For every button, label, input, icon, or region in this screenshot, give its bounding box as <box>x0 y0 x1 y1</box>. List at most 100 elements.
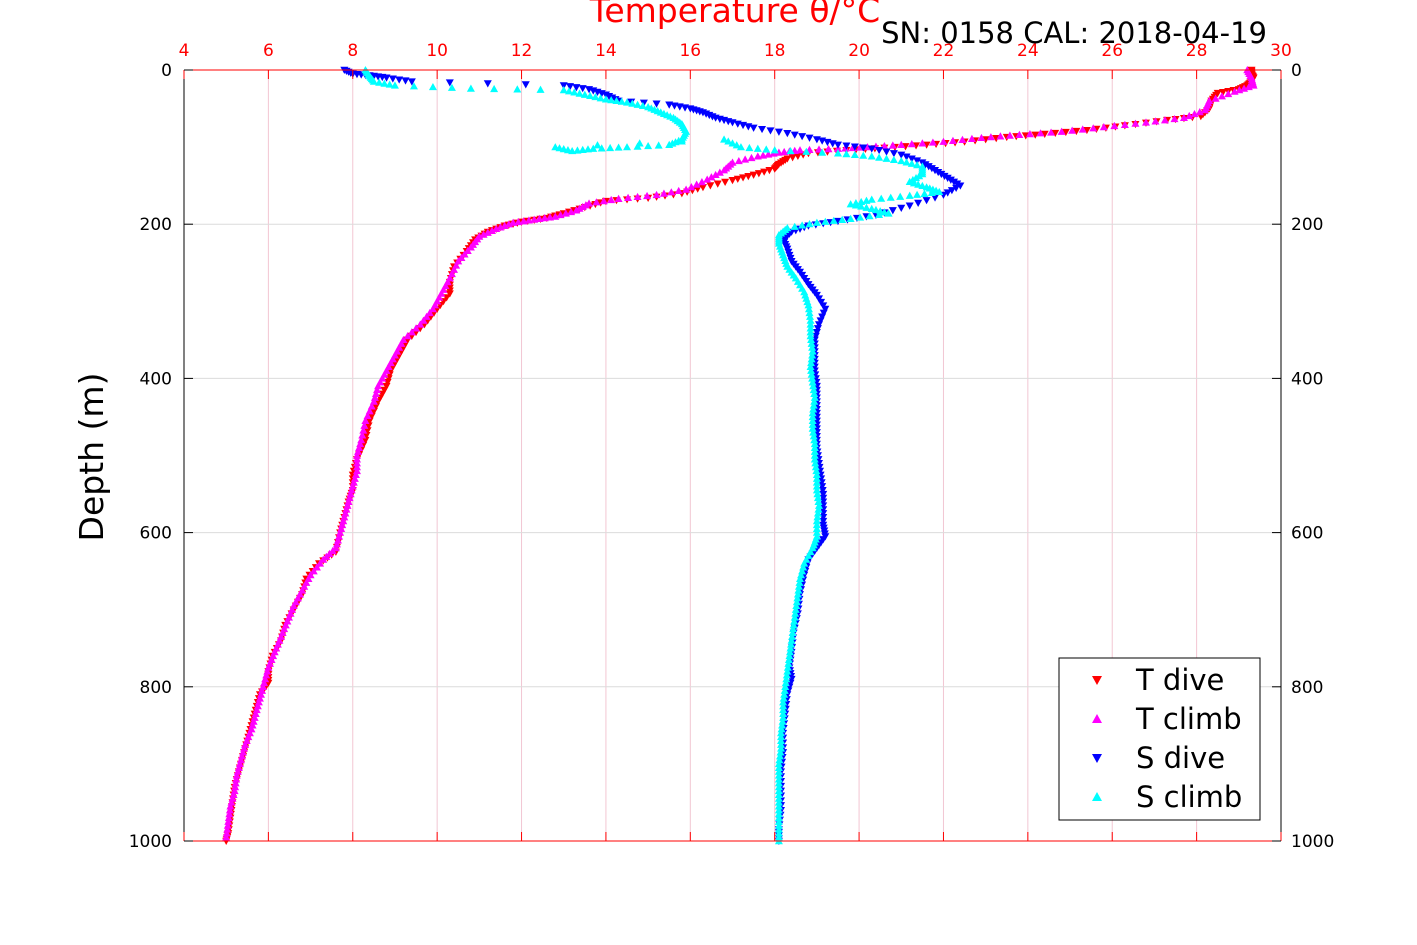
data-point <box>312 563 321 571</box>
x-tick-label: 18 <box>764 41 786 61</box>
data-point <box>565 87 574 95</box>
data-point <box>241 740 250 748</box>
data-point <box>623 143 632 151</box>
data-point <box>774 783 783 791</box>
data-point <box>782 671 791 679</box>
data-point <box>1235 86 1244 94</box>
data-point <box>779 705 788 714</box>
data-point <box>1078 125 1087 133</box>
data-point <box>347 486 356 494</box>
x-tick-label: 4 <box>179 41 190 61</box>
data-point <box>236 756 245 764</box>
data-point <box>667 188 676 196</box>
data-point <box>224 813 233 822</box>
data-point <box>232 771 241 779</box>
data-point <box>777 729 786 737</box>
data-point <box>697 177 706 186</box>
data-point <box>812 482 821 490</box>
data-point <box>561 209 570 217</box>
data-point <box>496 223 505 231</box>
data-point <box>833 217 842 226</box>
data-point <box>728 177 737 185</box>
data-point <box>639 99 648 107</box>
data-point <box>1120 120 1129 128</box>
data-point <box>635 139 644 147</box>
data-point <box>792 597 801 606</box>
data-point <box>814 497 823 505</box>
data-point <box>781 682 790 690</box>
data-point <box>338 520 347 529</box>
data-point <box>867 145 876 153</box>
data-point <box>952 184 961 192</box>
data-point <box>857 202 866 210</box>
data-point <box>947 187 956 195</box>
data-point <box>986 133 995 141</box>
data-point <box>715 168 724 176</box>
data-point <box>935 187 944 196</box>
data-point <box>808 416 817 425</box>
data-point <box>364 422 373 430</box>
data-point <box>1025 129 1034 138</box>
data-point <box>223 825 232 833</box>
data-point <box>948 136 957 144</box>
data-point <box>395 76 404 84</box>
data-point <box>643 191 652 200</box>
data-point <box>774 821 783 829</box>
data-point <box>319 555 328 563</box>
data-point <box>240 744 249 752</box>
data-point <box>332 540 341 548</box>
data-point <box>804 301 813 309</box>
y-tick-label-right: 0 <box>1291 61 1302 81</box>
data-point <box>806 362 815 371</box>
legend: T dive T climb S dive S climb <box>1058 657 1261 821</box>
data-point <box>385 80 394 88</box>
data-point <box>614 143 623 151</box>
data-point <box>223 821 232 829</box>
data-point <box>810 397 819 405</box>
data-point <box>795 578 804 586</box>
data-point <box>612 96 621 105</box>
data-point <box>371 389 380 398</box>
data-point <box>373 385 382 394</box>
data-point <box>409 82 418 90</box>
data-point <box>812 478 821 486</box>
data-point <box>342 505 351 513</box>
data-point <box>254 698 263 706</box>
data-point <box>1185 111 1194 120</box>
data-point <box>606 143 615 152</box>
data-point <box>807 370 816 378</box>
data-point <box>352 463 361 471</box>
data-point <box>224 817 233 825</box>
data-point <box>774 817 783 825</box>
data-point <box>1061 128 1070 137</box>
data-point <box>806 324 815 332</box>
data-point <box>407 328 416 336</box>
data-point <box>774 829 783 837</box>
data-point <box>677 137 686 145</box>
x-tick-label: 6 <box>263 41 274 61</box>
data-point <box>790 131 799 139</box>
data-point <box>340 513 349 521</box>
data-point <box>824 145 833 153</box>
data-point <box>355 443 364 451</box>
data-point <box>786 146 795 155</box>
data-point <box>1131 119 1140 127</box>
data-point <box>877 194 886 202</box>
data-point <box>259 682 268 690</box>
data-point <box>575 89 584 97</box>
data-point <box>806 331 815 340</box>
data-point <box>922 197 931 205</box>
legend-marker-s-dive <box>1092 754 1102 763</box>
data-point <box>624 193 633 201</box>
data-point <box>808 409 817 417</box>
data-point <box>346 490 355 498</box>
data-point <box>813 513 822 521</box>
data-point <box>445 79 454 87</box>
data-point <box>335 532 344 540</box>
data-point <box>812 474 821 482</box>
data-point <box>1047 128 1056 136</box>
data-point <box>807 366 816 374</box>
data-point <box>734 156 743 165</box>
data-point <box>369 407 378 416</box>
